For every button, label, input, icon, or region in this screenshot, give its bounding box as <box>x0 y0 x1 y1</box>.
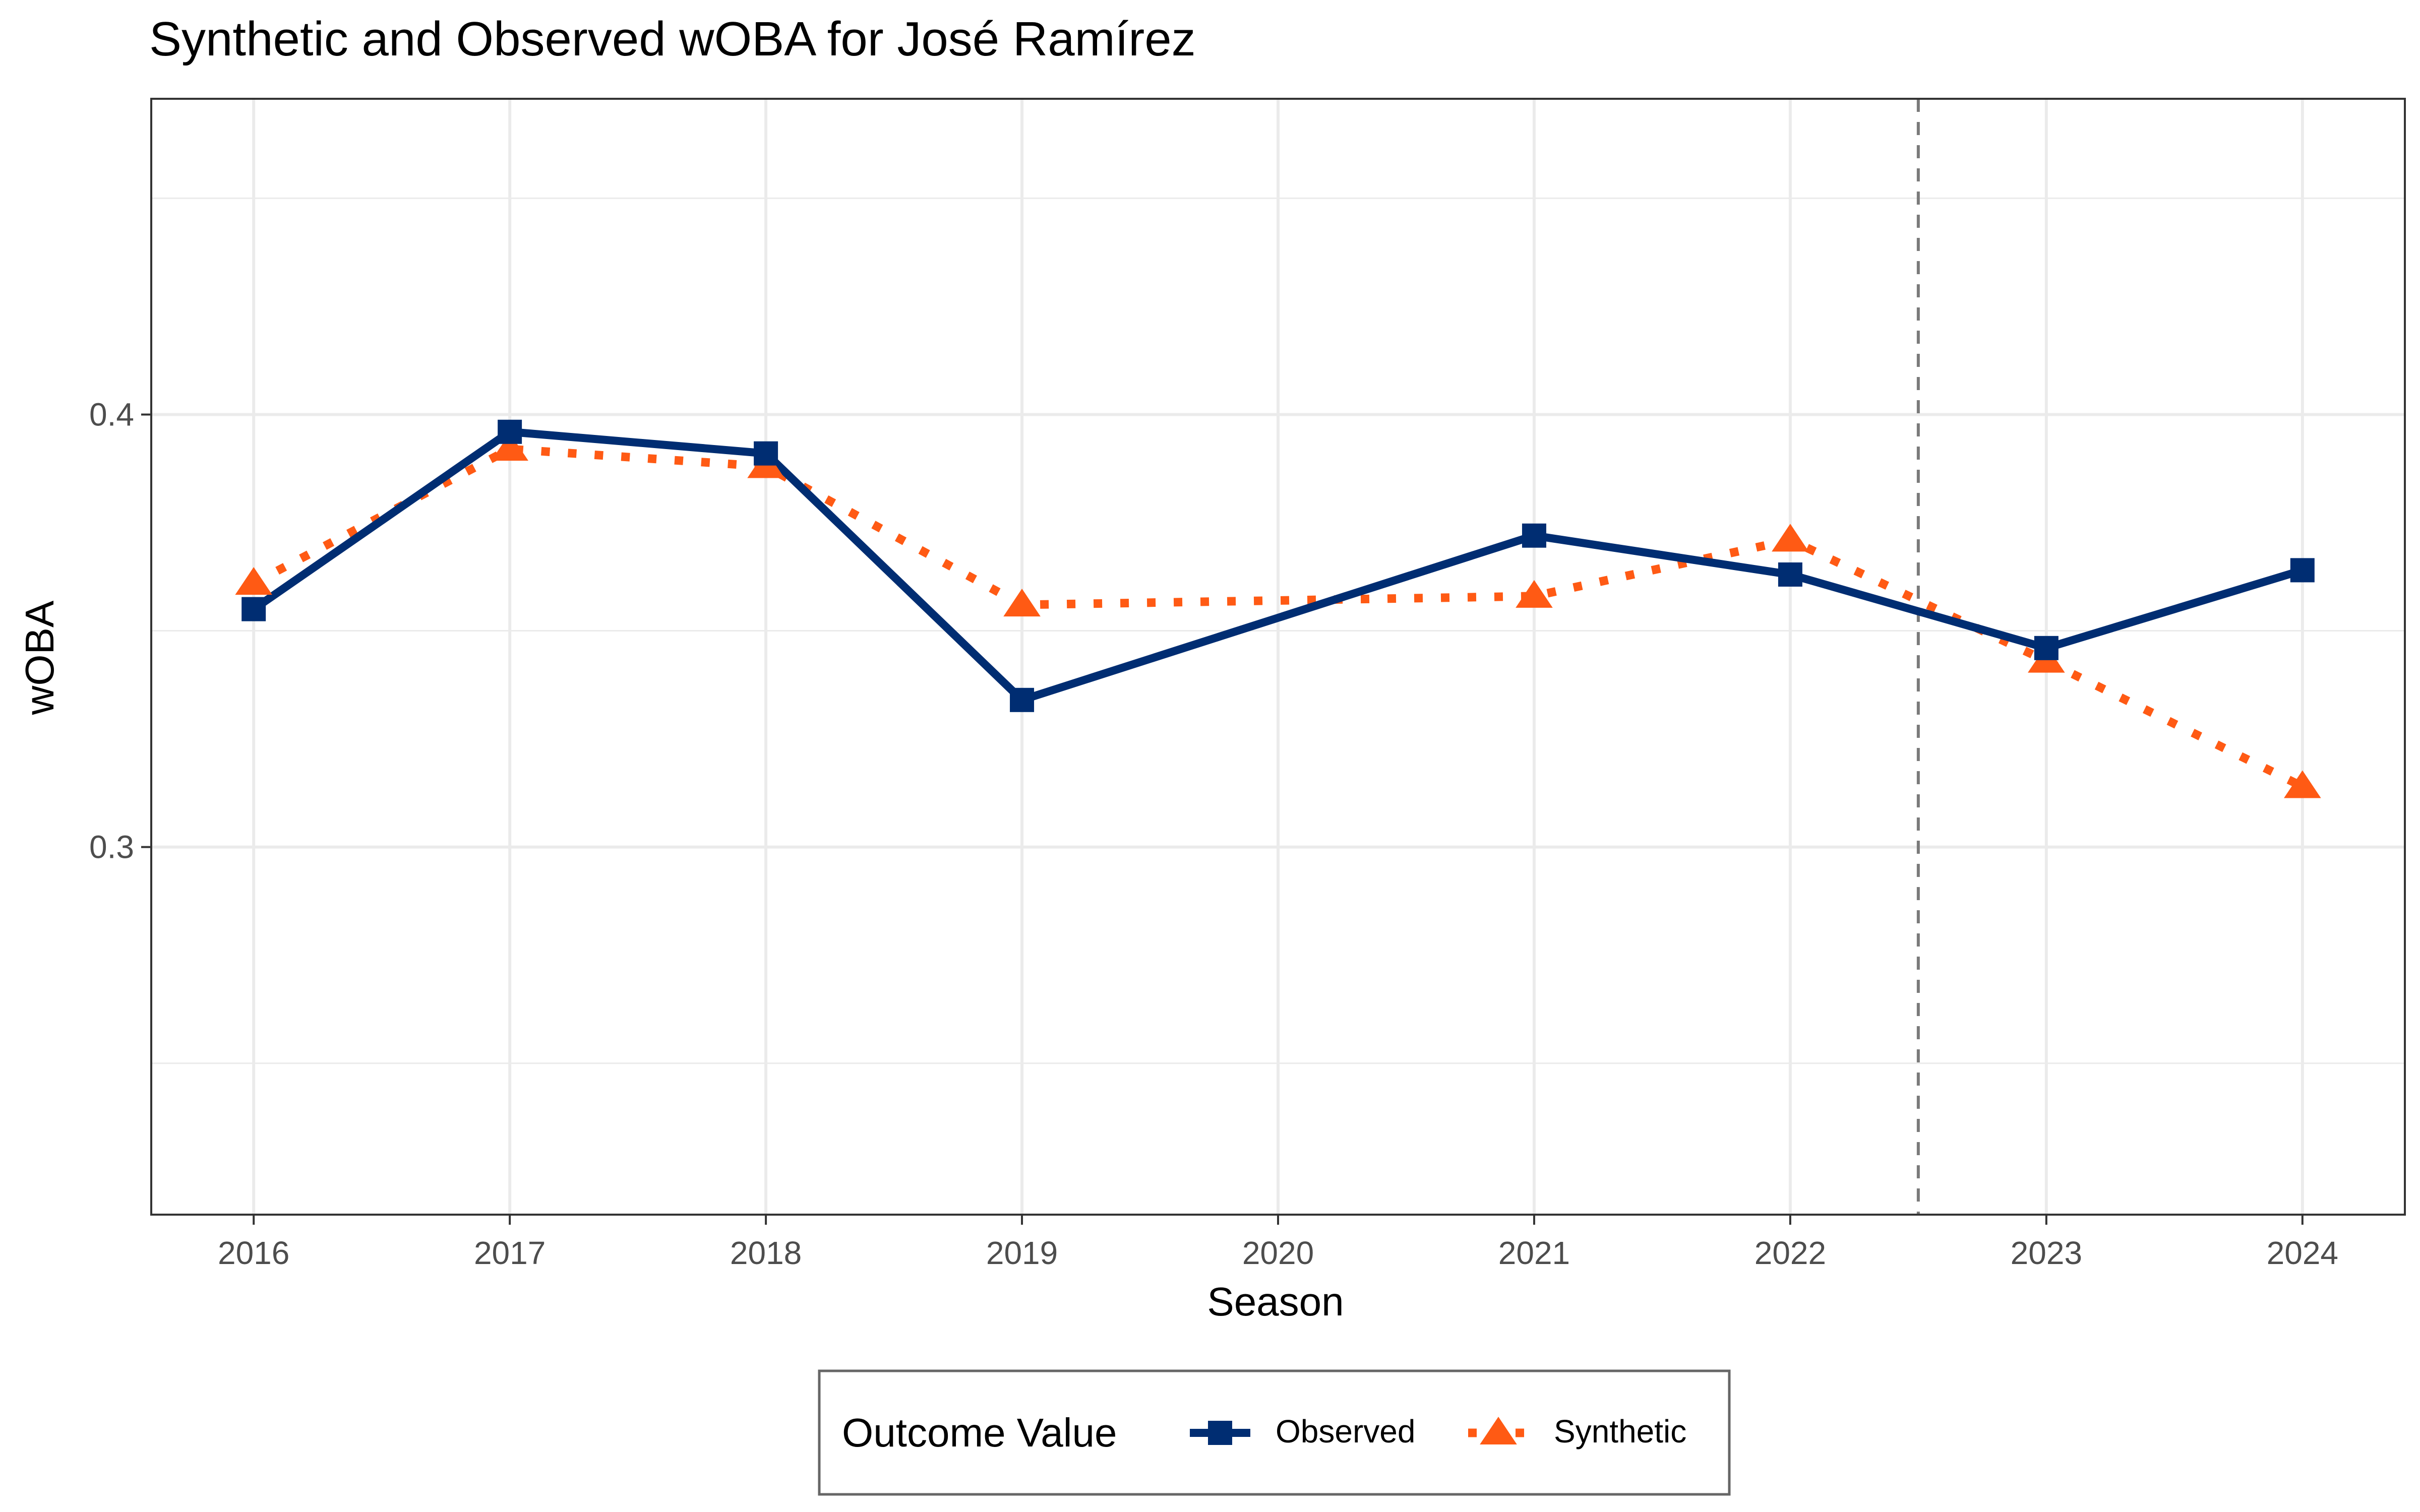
data-point-synthetic <box>491 433 528 461</box>
legend-title: Outcome Value <box>842 1410 1117 1455</box>
legend: Outcome Value Observed Synthetic <box>818 1369 1731 1496</box>
legend-key-marker <box>1208 1421 1232 1445</box>
data-point-observed <box>1778 562 1802 587</box>
legend-label-observed: Observed <box>1276 1413 1415 1450</box>
data-point-observed <box>1522 523 1546 548</box>
y-tick-label: 0.4 <box>89 396 134 432</box>
legend-key-marker <box>1480 1417 1517 1445</box>
data-point-synthetic <box>2284 770 2321 798</box>
x-tick-label: 2018 <box>730 1235 802 1271</box>
x-tick-label: 2024 <box>2267 1235 2338 1271</box>
data-point-observed <box>1010 687 1035 712</box>
x-axis-ticks: 2016 2017 2018 2019 2020 2021 2022 2023 2024 <box>218 1215 2338 1271</box>
x-tick-label: 2020 <box>1242 1235 1314 1271</box>
x-tick-label: 2019 <box>986 1235 1058 1271</box>
legend-key-observed <box>1190 1421 1250 1445</box>
x-tick-label: 2023 <box>2011 1235 2082 1271</box>
data-point-synthetic <box>1772 524 1809 552</box>
data-point-synthetic <box>1003 589 1041 617</box>
x-tick-label: 2021 <box>1498 1235 1570 1271</box>
data-point-synthetic <box>235 567 272 595</box>
x-tick-label: 2016 <box>218 1235 289 1271</box>
y-tick-label: 0.3 <box>89 829 134 865</box>
legend-box <box>818 1369 1731 1496</box>
y-axis-title: wOBA <box>17 600 62 715</box>
series-lines <box>251 427 2305 791</box>
y-axis-ticks: 0.3 0.4 <box>89 396 151 865</box>
legend-label-synthetic: Synthetic <box>1554 1413 1686 1450</box>
x-axis-title: Season <box>1207 1279 1344 1324</box>
data-point-synthetic <box>1516 580 1553 608</box>
data-point-observed <box>241 597 266 621</box>
series-line-observed <box>251 427 2304 704</box>
series-line-synthetic <box>252 445 2305 791</box>
major-gridlines <box>151 99 2405 1215</box>
series-markers <box>235 419 2321 798</box>
data-point-observed <box>2034 636 2059 660</box>
chart-title: Synthetic and Observed wOBA for José Ram… <box>149 12 1196 66</box>
data-point-observed <box>498 419 522 444</box>
data-point-observed <box>2290 558 2315 583</box>
data-point-observed <box>754 441 778 466</box>
x-tick-label: 2017 <box>474 1235 546 1271</box>
legend-key-synthetic <box>1468 1417 1529 1445</box>
x-tick-label: 2022 <box>1754 1235 1826 1271</box>
